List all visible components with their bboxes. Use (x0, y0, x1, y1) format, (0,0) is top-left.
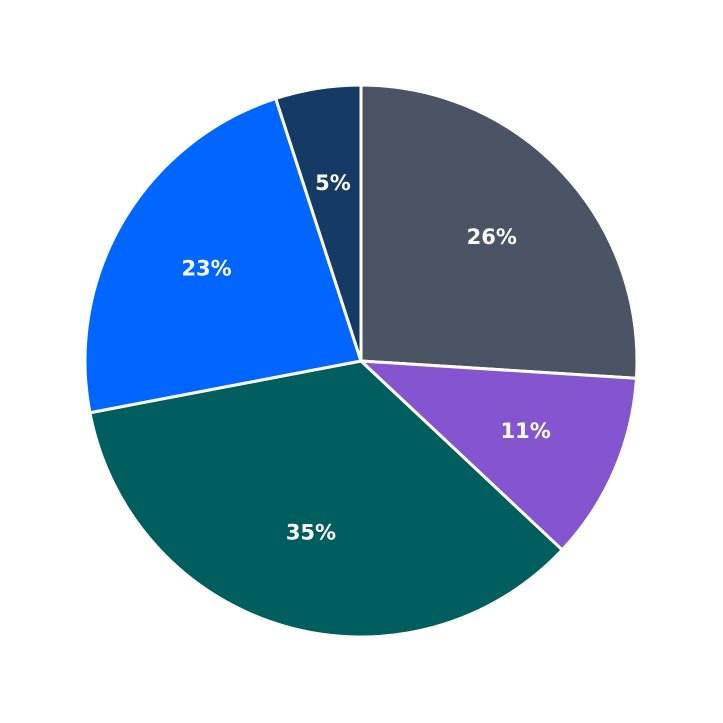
pie-slice (83, 97, 363, 415)
pie-slice (274, 83, 363, 363)
pie-slice (359, 359, 638, 552)
slice-label: 5% (315, 171, 351, 195)
slice-label: 11% (501, 419, 551, 443)
pie-slice (359, 83, 639, 380)
slice-label: 35% (286, 520, 336, 544)
slice-label: 26% (467, 225, 517, 249)
slice-label: 23% (181, 257, 231, 281)
pie-slice (88, 359, 564, 639)
